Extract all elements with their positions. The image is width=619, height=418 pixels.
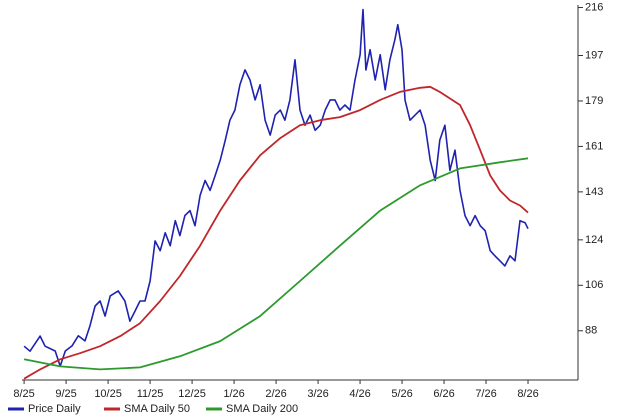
x-tick-label: 1/26 bbox=[223, 388, 244, 400]
legend-label: SMA Daily 50 bbox=[124, 403, 190, 415]
x-tick-label: 7/26 bbox=[475, 388, 496, 400]
y-tick-label: 216 bbox=[585, 1, 603, 13]
x-tick-label: 2/26 bbox=[265, 388, 286, 400]
legend-label: SMA Daily 200 bbox=[226, 403, 298, 415]
y-tick-label: 179 bbox=[585, 95, 603, 107]
series-line bbox=[23, 8, 529, 367]
x-tick-label: 9/25 bbox=[55, 388, 76, 400]
x-tick-label: 8/26 bbox=[517, 388, 538, 400]
y-tick-label: 197 bbox=[585, 49, 603, 61]
y-tick-label: 106 bbox=[585, 279, 603, 291]
x-tick-label: 8/25 bbox=[13, 388, 34, 400]
y-tick-label: 124 bbox=[585, 234, 603, 246]
x-tick-label: 10/25 bbox=[94, 388, 122, 400]
series-line bbox=[23, 85, 529, 380]
x-tick-label: 3/26 bbox=[307, 388, 328, 400]
y-tick-label: 143 bbox=[585, 186, 603, 198]
series-line bbox=[23, 157, 529, 371]
x-tick-label: 4/26 bbox=[349, 388, 370, 400]
y-tick-label: 88 bbox=[585, 325, 597, 337]
x-tick-label: 6/26 bbox=[433, 388, 454, 400]
x-tick-label: 11/25 bbox=[137, 388, 164, 400]
x-tick-label: 5/26 bbox=[391, 388, 412, 400]
legend-label: Price Daily bbox=[28, 403, 81, 415]
x-tick-label: 12/25 bbox=[178, 388, 206, 400]
y-tick-label: 161 bbox=[585, 140, 603, 152]
